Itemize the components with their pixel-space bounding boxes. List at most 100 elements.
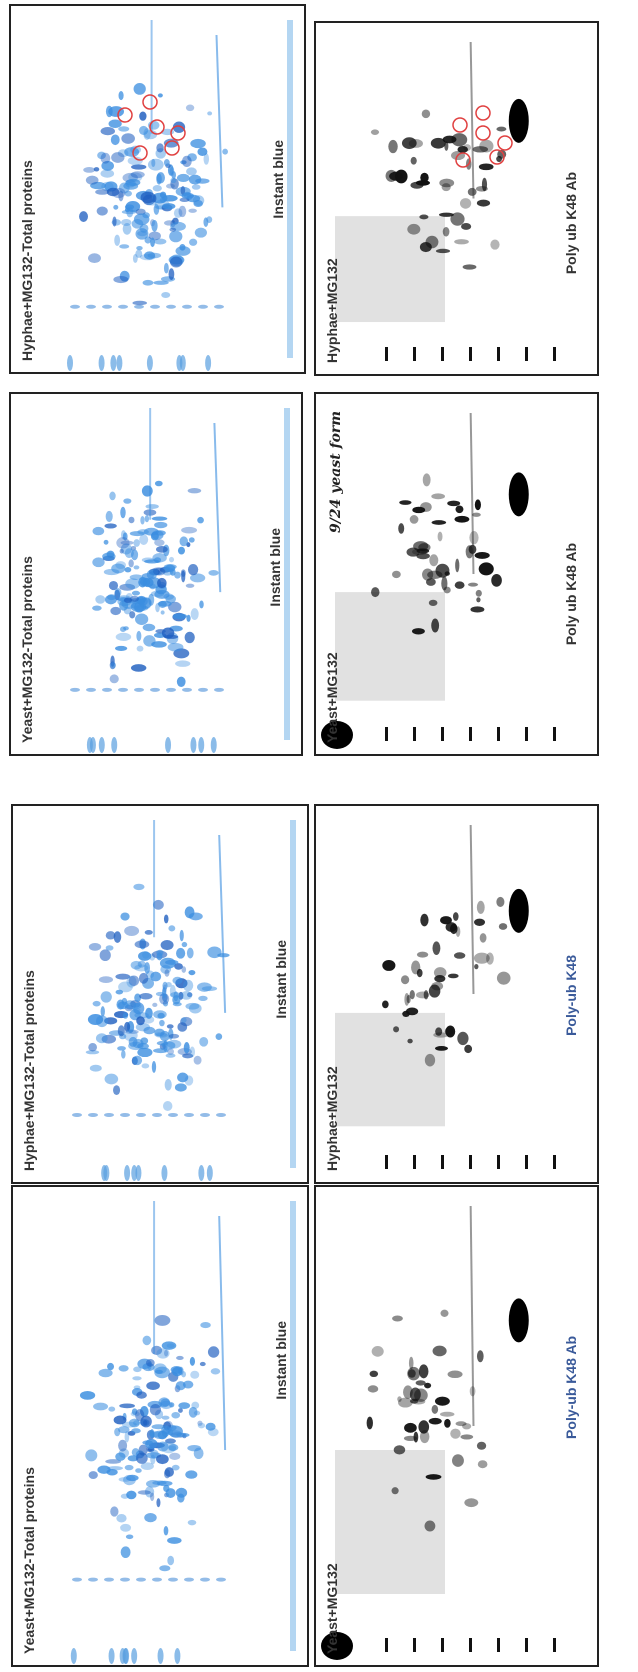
protein-spot <box>131 664 146 672</box>
blot-spot <box>479 562 494 575</box>
protein-spot <box>101 127 115 135</box>
marker-tick <box>553 347 556 361</box>
protein-spot <box>202 986 217 991</box>
marker-band <box>70 305 80 309</box>
gel-panel: Hyphae+MG132-Total proteinsInstant blue <box>12 805 308 1183</box>
protein-spot <box>188 970 195 975</box>
blot-spot <box>412 507 425 513</box>
protein-spot <box>126 1491 136 1500</box>
blot-spot <box>461 223 471 230</box>
blot-spot <box>460 198 471 209</box>
gel-panel: Yeast+MG132Poly-ub K48 Ab <box>315 1186 598 1666</box>
protein-spot <box>88 253 101 263</box>
protein-spot <box>208 570 218 576</box>
protein-spot <box>171 1412 180 1419</box>
marker-band <box>198 688 208 692</box>
blot-spot <box>470 606 484 612</box>
blot-spot <box>426 1474 442 1480</box>
marker-band <box>168 1578 178 1582</box>
protein-spot <box>143 128 150 140</box>
blot-spot <box>427 571 442 579</box>
protein-spot <box>165 1079 172 1091</box>
protein-spot <box>143 624 156 631</box>
marker-tick <box>497 1638 500 1652</box>
blot-spot <box>496 897 504 907</box>
protein-spot <box>107 1466 123 1470</box>
protein-spot <box>158 93 163 97</box>
blot-spot <box>460 1434 473 1439</box>
protein-spot <box>132 301 147 305</box>
protein-spot <box>165 1467 174 1477</box>
protein-spot <box>159 1565 170 1571</box>
protein-spot <box>80 1391 95 1400</box>
protein-spot <box>124 926 139 936</box>
marker-tick <box>469 347 472 361</box>
marker-band <box>134 688 144 692</box>
protein-spot <box>216 1033 223 1040</box>
marker-tick <box>553 1155 556 1169</box>
protein-spot <box>178 547 185 555</box>
protein-spot <box>169 1453 180 1460</box>
protein-spot <box>135 1468 142 1473</box>
protein-spot <box>135 613 148 625</box>
protein-spot <box>108 1406 115 1411</box>
protein-spot <box>195 228 207 238</box>
protein-spot <box>156 546 168 553</box>
protein-spot <box>177 1494 184 1503</box>
panel-label: Hyphae+MG132-Total proteins <box>19 160 35 361</box>
protein-spot <box>86 176 99 185</box>
protein-spot <box>164 914 169 923</box>
protein-spot <box>123 223 132 235</box>
blot-spot <box>394 1445 405 1454</box>
handwritten-note: 9/24 yeast form <box>328 411 344 533</box>
protein-spot <box>110 674 119 683</box>
blot-blob <box>509 1298 529 1342</box>
protein-spot <box>114 588 121 597</box>
protein-spot <box>116 1514 126 1522</box>
protein-spot <box>114 931 122 943</box>
panel-label: Hyphae+MG132 <box>324 258 340 363</box>
protein-spot <box>148 159 164 171</box>
marker-band <box>71 1648 77 1664</box>
protein-spot <box>106 511 113 522</box>
protein-spot <box>139 993 152 999</box>
blot-spot <box>443 227 450 237</box>
protein-spot <box>118 982 133 993</box>
blot-spot <box>429 1418 442 1425</box>
gel-panel: Hyphae+MG132Poly ub K48 Ab <box>315 22 598 375</box>
protein-spot <box>188 488 202 493</box>
blot-spot <box>410 515 419 524</box>
protein-spot <box>93 1001 101 1007</box>
marker-band <box>116 355 122 371</box>
protein-spot <box>140 516 144 525</box>
protein-spot <box>161 292 170 298</box>
marker-band <box>180 355 186 371</box>
protein-spot <box>120 549 124 554</box>
blot-spot <box>496 127 506 132</box>
protein-spot <box>194 1448 204 1459</box>
protein-spot <box>121 1546 131 1558</box>
blot-spot <box>439 179 454 188</box>
marker-tick <box>385 727 388 741</box>
blot-spot <box>455 506 463 514</box>
blot-spot <box>372 1346 384 1357</box>
protein-spot <box>165 595 176 604</box>
protein-spot <box>114 1416 127 1425</box>
protein-spot <box>134 1385 141 1389</box>
protein-spot <box>100 169 114 177</box>
panel-caption: Poly-ub K48 Ab <box>563 1336 579 1439</box>
blot-spot <box>412 628 425 634</box>
blot-spot <box>424 990 429 999</box>
protein-spot <box>193 195 204 206</box>
protein-spot <box>135 940 150 948</box>
protein-spot <box>191 608 199 620</box>
protein-spot <box>132 1056 142 1065</box>
protein-spot <box>95 595 105 604</box>
blot-spot <box>435 1397 450 1406</box>
marker-band <box>120 1113 130 1117</box>
marker-tick <box>497 727 500 741</box>
panel-caption: Instant blue <box>270 140 286 219</box>
protein-spot <box>178 1402 190 1409</box>
protein-spot <box>157 1481 173 1486</box>
protein-spot <box>200 1362 206 1366</box>
